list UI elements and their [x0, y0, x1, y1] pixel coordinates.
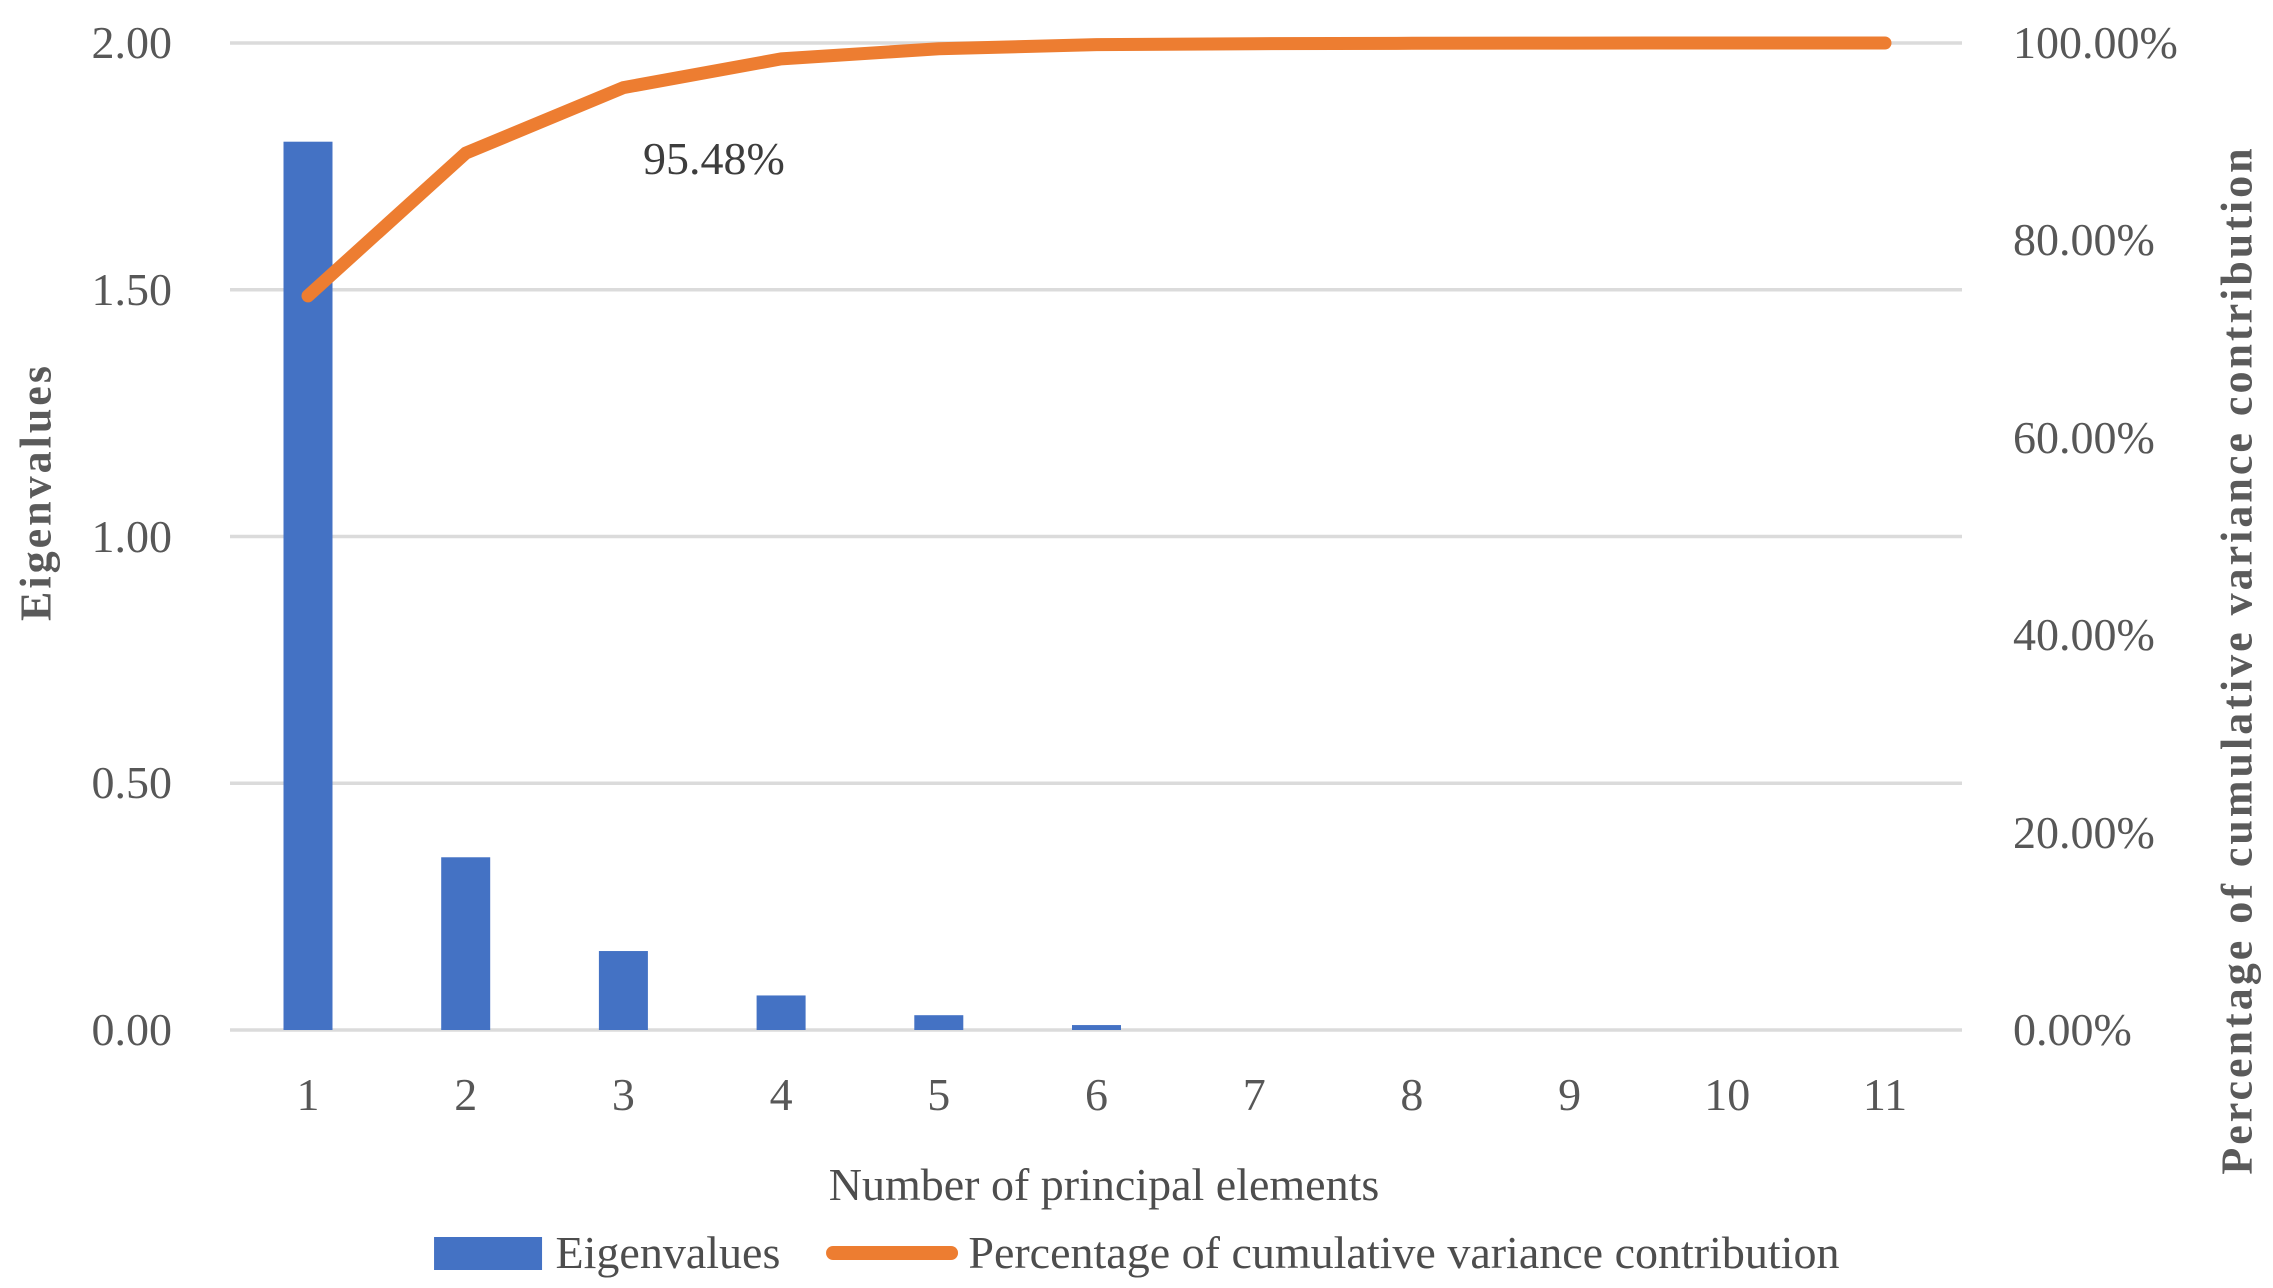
- y-axis-tick-label-left: 1.50: [91, 263, 173, 315]
- cumulative-variance-line: [301, 36, 1892, 303]
- eigenvalue-bar: [914, 1015, 964, 1030]
- eigenvalue-bar: [1072, 1025, 1121, 1030]
- left-axis-title: Eigenvalues: [11, 363, 61, 621]
- y-axis-tick-label-right: 40.00%: [2013, 609, 2155, 661]
- y-axis-tick-label-right: 80.00%: [2013, 214, 2155, 266]
- x-axis-tick-label: 10: [1704, 1069, 1751, 1120]
- legend-line-swatch-icon: [826, 1246, 959, 1260]
- eigenvalue-bar: [756, 995, 806, 1030]
- x-axis-tick-label: 5: [927, 1069, 951, 1120]
- x-axis-tick-label: 1: [296, 1069, 320, 1120]
- y-axis-tick-label-right: 60.00%: [2013, 411, 2155, 463]
- x-axis-tick-label: 8: [1400, 1069, 1424, 1120]
- y-axis-tick-label-left: 1.00: [91, 510, 173, 562]
- y-axis-tick-label-right: 20.00%: [2013, 806, 2155, 858]
- y-axis-tick-label-left: 0.00: [91, 1004, 173, 1055]
- x-axis-tick-label: 3: [611, 1069, 635, 1120]
- x-axis-title: Number of principal elements: [828, 1159, 1380, 1210]
- y-axis-tick-label-left: 0.50: [91, 757, 173, 809]
- eigenvalue-bar: [598, 951, 648, 1030]
- y-axis-tick-label-left: 2.00: [91, 17, 173, 68]
- x-axis-tick-label: 11: [1862, 1069, 1908, 1120]
- legend-bar-swatch-icon: [433, 1236, 542, 1270]
- y-axis-tick-label-right: 0.00%: [2013, 1004, 2132, 1055]
- x-axis-tick-label: 6: [1085, 1069, 1108, 1120]
- x-axis-tick-label: 7: [1242, 1069, 1266, 1120]
- cumulative-value-annotation: 95.48%: [643, 133, 785, 184]
- y-axis-tick-label-right: 100.00%: [2013, 17, 2178, 68]
- right-axis-title: Percentage of cumulative variance contri…: [2212, 145, 2262, 1175]
- x-axis-tick-label: 9: [1558, 1069, 1582, 1120]
- legend-label-cumulative-percentage: Percentage of cumulative variance contri…: [968, 1227, 1840, 1278]
- x-axis-tick-label: 4: [769, 1069, 793, 1120]
- x-axis-tick-label: 2: [454, 1069, 478, 1120]
- eigenvalue-bar: [441, 857, 491, 1030]
- legend-label-eigenvalues: Eigenvalues: [555, 1227, 781, 1278]
- legend: Eigenvalues Percentage of cumulative var…: [433, 1227, 1840, 1278]
